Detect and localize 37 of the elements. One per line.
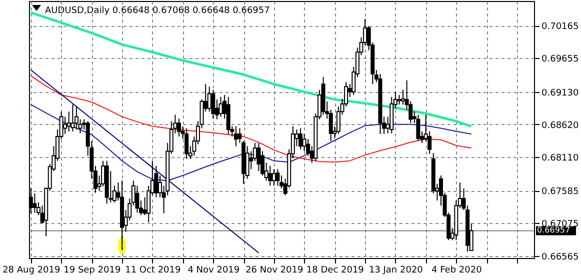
- candlestick: [397, 94, 402, 106]
- candlestick: [298, 128, 302, 150]
- candlestick: [276, 168, 280, 186]
- candlestick: [256, 142, 261, 172]
- x-tick-label: 19 Sep 2019: [64, 266, 121, 276]
- candlestick: [184, 128, 189, 160]
- x-tick-label: 11 Oct 2019: [125, 266, 181, 276]
- line-series: [30, 75, 472, 163]
- y-tick-label: 0.69130: [542, 88, 579, 98]
- y-tick-label: 0.68620: [542, 120, 579, 131]
- candlestick: [154, 165, 158, 198]
- candlestick: [302, 133, 306, 152]
- x-tick-label: 28 Aug 2019: [2, 266, 60, 276]
- ref-line-label: 0.66957: [537, 226, 570, 235]
- y-tick-label: 0.70165: [542, 22, 579, 32]
- y-tick-label: 0.69655: [542, 54, 579, 65]
- candlestick: [70, 104, 75, 132]
- x-tick-label: 26 Nov 2019: [246, 266, 304, 276]
- candlestick: [32, 192, 37, 214]
- x-tick-label: 4 Nov 2019: [188, 266, 240, 276]
- candlestick: [176, 118, 181, 138]
- candlestick: [272, 168, 276, 186]
- x-tick-label: 4 Feb 2020: [432, 266, 482, 276]
- y-tick-label: 0.67585: [542, 187, 579, 198]
- candlestick: [66, 111, 71, 132]
- candlestick: [416, 114, 420, 142]
- candlestick: [74, 106, 78, 130]
- candlestick: [211, 89, 216, 120]
- x-tick-label: 13 Jan 2020: [368, 266, 424, 276]
- y-tick-label: 0.66565: [542, 252, 579, 262]
- candlestick: [218, 96, 223, 118]
- y-tick-label: 0.68110: [542, 153, 579, 164]
- x-tick-label: 18 Dec 2019: [306, 266, 364, 276]
- candlestick: [268, 165, 272, 186]
- text: AUDUSD,Daily 0.66648 0.67068 0.66648 0.66957: [45, 6, 270, 16]
- candlestick: [207, 86, 212, 112]
- candlestick: [234, 126, 238, 147]
